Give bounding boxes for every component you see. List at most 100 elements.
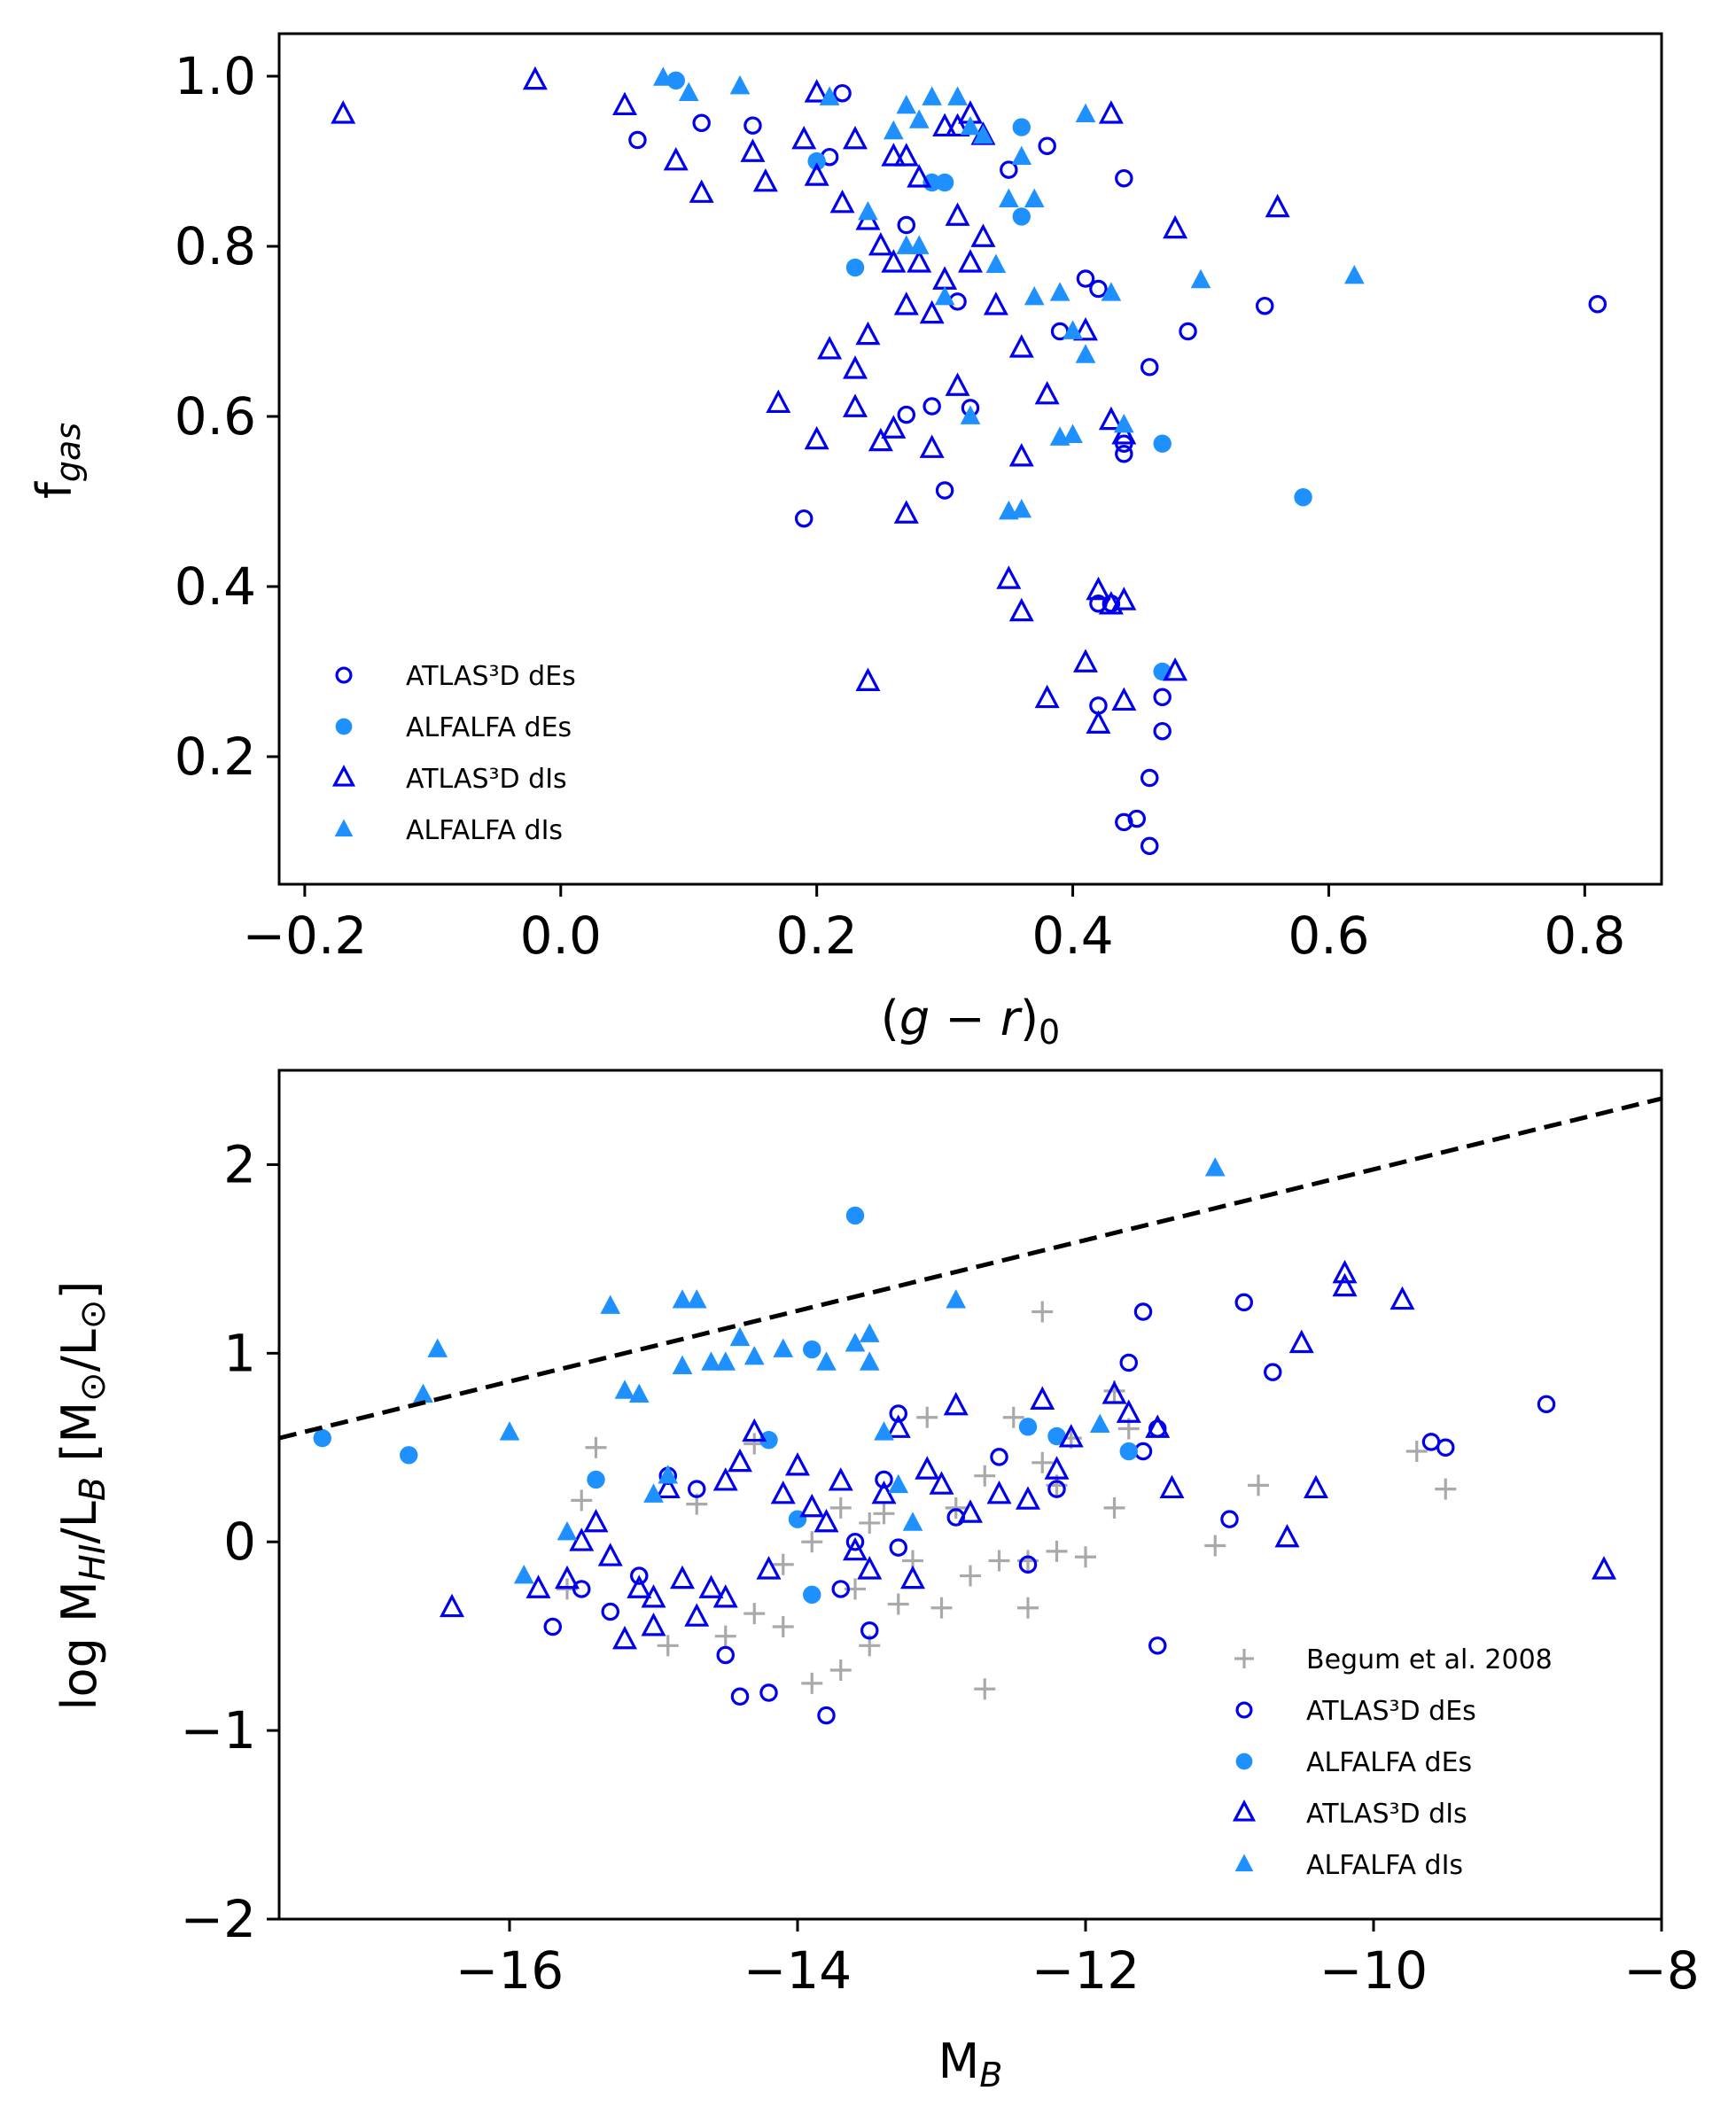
top-series-2-point bbox=[331, 100, 356, 124]
bottom-series-4-point bbox=[902, 1512, 923, 1531]
bottom-series-0-point bbox=[571, 1489, 593, 1512]
top-xtick-label: 0.2 bbox=[776, 906, 858, 966]
top-series-3-point bbox=[1343, 265, 1365, 284]
top-series-2-point bbox=[1163, 657, 1188, 681]
bottom-xtick-label: −8 bbox=[1623, 1940, 1700, 2001]
top-series-3-point bbox=[998, 188, 1019, 208]
bottom-series-1-point bbox=[1148, 1636, 1167, 1655]
bottom-series-3-point bbox=[712, 1584, 738, 1608]
bottom-series-4-point bbox=[513, 1564, 534, 1584]
bottom-points-layer bbox=[313, 1157, 1616, 1725]
bottom-series-0-point bbox=[585, 1436, 607, 1458]
top-series-1-point bbox=[1012, 207, 1031, 226]
bottom-legend-item: ATLAS³D dEs bbox=[1235, 1696, 1476, 1727]
bottom-series-3-point bbox=[583, 1508, 609, 1533]
bottom-series-4-point bbox=[427, 1338, 448, 1357]
top-series-2-point bbox=[1008, 443, 1034, 467]
top-series-0-point bbox=[743, 116, 762, 135]
bottom-series-1-point bbox=[543, 1617, 562, 1636]
bottom-series-3-point bbox=[698, 1574, 724, 1598]
top-series-0-point bbox=[1588, 295, 1608, 314]
bottom-reference-line bbox=[278, 1096, 1662, 1441]
bottom-series-3-point bbox=[943, 1391, 969, 1416]
bottom-xtick-label: −16 bbox=[455, 1940, 564, 2001]
bottom-series-4-point bbox=[499, 1421, 520, 1441]
top-series-0-point bbox=[1127, 809, 1147, 828]
bottom-series-2-point bbox=[1018, 1418, 1038, 1436]
bottom-ytick-label: −2 bbox=[181, 1889, 257, 1949]
bottom-legend-marker bbox=[1234, 1854, 1254, 1872]
top-series-0-point bbox=[1038, 136, 1056, 155]
top-series-0-point bbox=[794, 509, 814, 528]
top-series-2-point bbox=[893, 500, 919, 524]
top-series-2-point bbox=[1034, 684, 1060, 709]
bottom-series-1-point bbox=[1133, 1302, 1153, 1321]
top-x-axis-title: (g − r)0 bbox=[881, 991, 1060, 1052]
top-series-2-point bbox=[1111, 421, 1137, 445]
bottom-series-2-point bbox=[313, 1428, 331, 1448]
top-legend-item: ALFALFA dEs bbox=[335, 712, 572, 743]
bottom-series-0-point bbox=[916, 1406, 938, 1428]
top-series-1-point bbox=[1294, 488, 1312, 507]
top-series-2-point bbox=[855, 321, 881, 346]
top-series-2-point bbox=[1073, 649, 1098, 672]
bottom-series-4-point bbox=[600, 1294, 621, 1314]
bottom-series-3-point bbox=[986, 1480, 1012, 1504]
top-series-3-point bbox=[908, 235, 930, 254]
bottom-series-3-point bbox=[1145, 1414, 1171, 1438]
top-series-2-point bbox=[663, 146, 689, 171]
top-series-3-point bbox=[973, 124, 993, 144]
top-series-2-point bbox=[1265, 193, 1290, 218]
bottom-series-4-point bbox=[888, 1473, 909, 1494]
top-series-2-point bbox=[522, 66, 548, 90]
bottom-series-0-point bbox=[743, 1603, 766, 1625]
bottom-yticks: −2 −1 0 1 2 bbox=[181, 1134, 279, 1949]
top-series-3-point bbox=[678, 82, 699, 102]
bottom-axes-frame bbox=[277, 1069, 1663, 1921]
top-points-layer bbox=[331, 66, 1608, 856]
top-series-2-point bbox=[1098, 406, 1124, 431]
top-legend-marker bbox=[335, 666, 353, 684]
bottom-legend-label: ATLAS³D dEs bbox=[1306, 1696, 1476, 1727]
bottom-series-4-point bbox=[1204, 1157, 1226, 1177]
bottom-series-1-point bbox=[572, 1580, 591, 1598]
top-legend-item: ATLAS³D dIs bbox=[331, 764, 567, 795]
top-series-2-point bbox=[907, 164, 932, 188]
top-series-2-point bbox=[983, 291, 1008, 315]
bottom-series-1-point bbox=[630, 1566, 649, 1585]
bottom-series-3-point bbox=[1304, 1474, 1328, 1499]
top-series-3-point bbox=[896, 235, 917, 254]
bottom-legend-item: ALFALFA dEs bbox=[1235, 1747, 1472, 1778]
top-legend-label: ALFALFA dIs bbox=[406, 815, 563, 846]
bottom-series-3-point bbox=[1030, 1386, 1055, 1410]
bottom-series-4-point bbox=[557, 1520, 578, 1541]
bottom-series-3-point bbox=[555, 1565, 580, 1590]
bottom-series-3-point bbox=[885, 1414, 911, 1438]
top-series-2-point bbox=[804, 79, 829, 103]
top-series-3-point bbox=[960, 116, 981, 136]
bottom-series-4-point bbox=[628, 1383, 650, 1403]
bottom-y-title-part-1: HI bbox=[73, 1544, 113, 1582]
top-ytick-label: 1.0 bbox=[175, 46, 256, 106]
bottom-series-3-point bbox=[1274, 1523, 1300, 1548]
bottom-series-1-point bbox=[831, 1580, 850, 1598]
bottom-series-0-point bbox=[801, 1672, 823, 1694]
bottom-series-0-point bbox=[859, 1512, 881, 1534]
top-series-2-point bbox=[1111, 587, 1137, 610]
bottom-series-2-point bbox=[1047, 1426, 1066, 1446]
bottom-series-0-point bbox=[1435, 1478, 1457, 1500]
bottom-series-3-point bbox=[828, 1467, 853, 1491]
bottom-series-1-point bbox=[1018, 1555, 1038, 1574]
bottom-series-3-point bbox=[1390, 1286, 1415, 1310]
top-series-3-point bbox=[652, 66, 673, 86]
top-xtick-label: −0.2 bbox=[242, 906, 367, 966]
bottom-legend-item: ALFALFA dIs bbox=[1234, 1850, 1463, 1881]
top-series-0-point bbox=[1140, 836, 1159, 856]
bottom-x-axis-title-main: M bbox=[938, 2033, 980, 2089]
bottom-series-3-point bbox=[641, 1584, 666, 1608]
bottom-series-3-point bbox=[799, 1493, 825, 1518]
top-series-2-point bbox=[932, 266, 958, 290]
bottom-series-2-point bbox=[759, 1431, 778, 1450]
bottom-series-0 bbox=[557, 1301, 1457, 1700]
top-axes-frame bbox=[277, 32, 1663, 886]
